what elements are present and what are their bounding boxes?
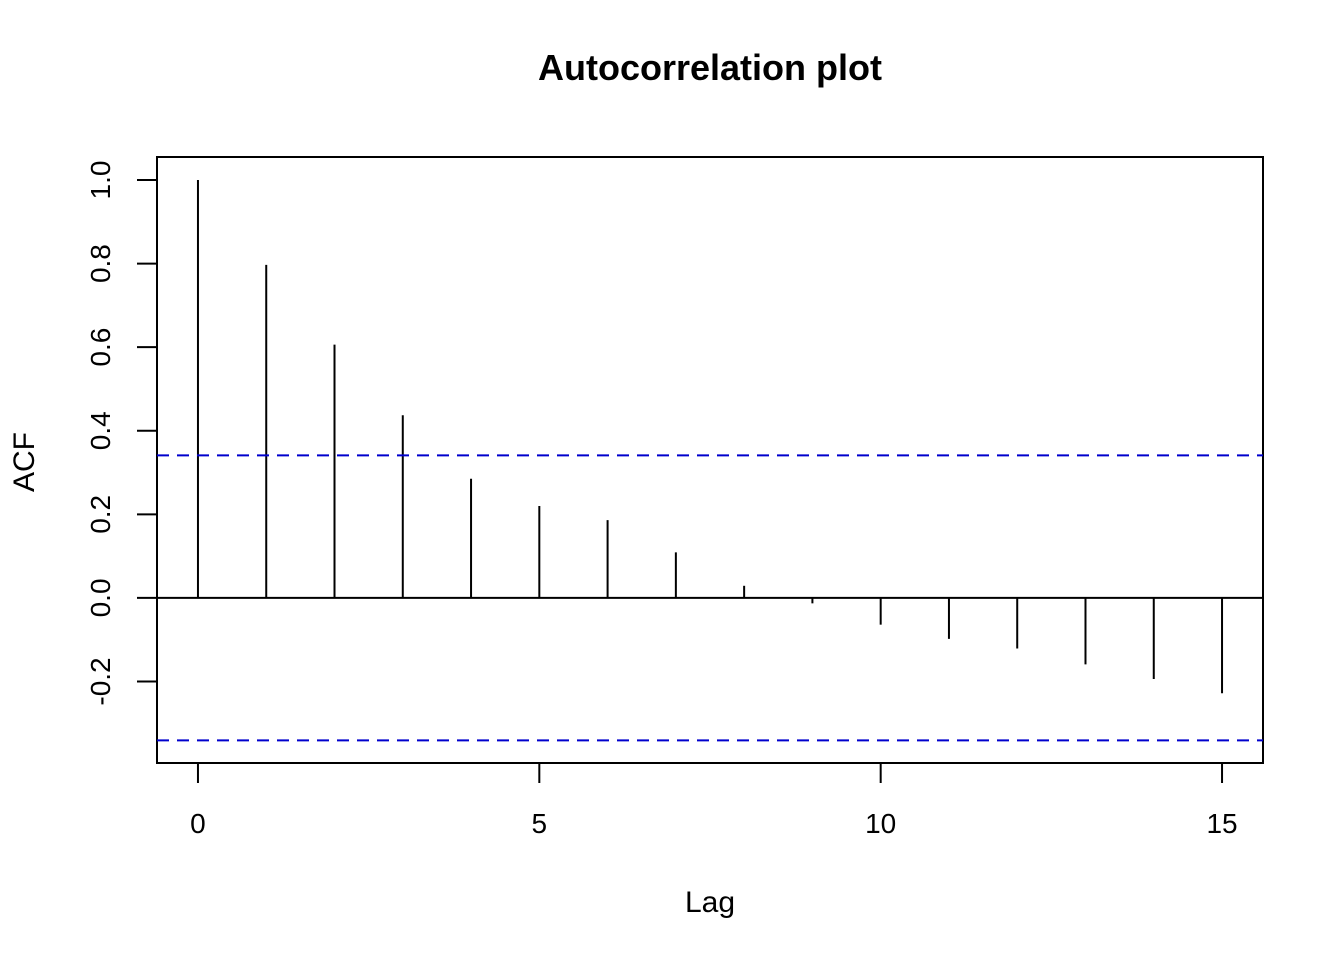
acf-bars	[196, 179, 1224, 694]
y-tick-label: 0.0	[85, 578, 116, 617]
y-tick-label: -0.2	[85, 657, 116, 705]
y-tick-label: 1.0	[85, 161, 116, 200]
y-tick-label: 0.2	[85, 495, 116, 534]
chart-title: Autocorrelation plot	[538, 47, 882, 88]
y-tick-label: 0.4	[85, 411, 116, 450]
x-tick-label: 15	[1206, 808, 1237, 839]
confidence-lines	[157, 454, 1263, 742]
x-axis-ticks: 0 5 10 15	[190, 762, 1238, 839]
y-axis-label: ACF	[8, 432, 41, 492]
x-tick-label: 10	[865, 808, 896, 839]
x-axis-label: Lag	[685, 886, 735, 919]
y-axis-ticks: -0.2 0.0 0.2 0.4 0.6 0.8 1.0	[85, 161, 158, 706]
x-tick-label: 5	[532, 808, 548, 839]
y-tick-label: 0.8	[85, 244, 116, 283]
plot-frame	[156, 156, 1264, 764]
y-tick-label: 0.6	[85, 328, 116, 367]
x-tick-label: 0	[190, 808, 206, 839]
